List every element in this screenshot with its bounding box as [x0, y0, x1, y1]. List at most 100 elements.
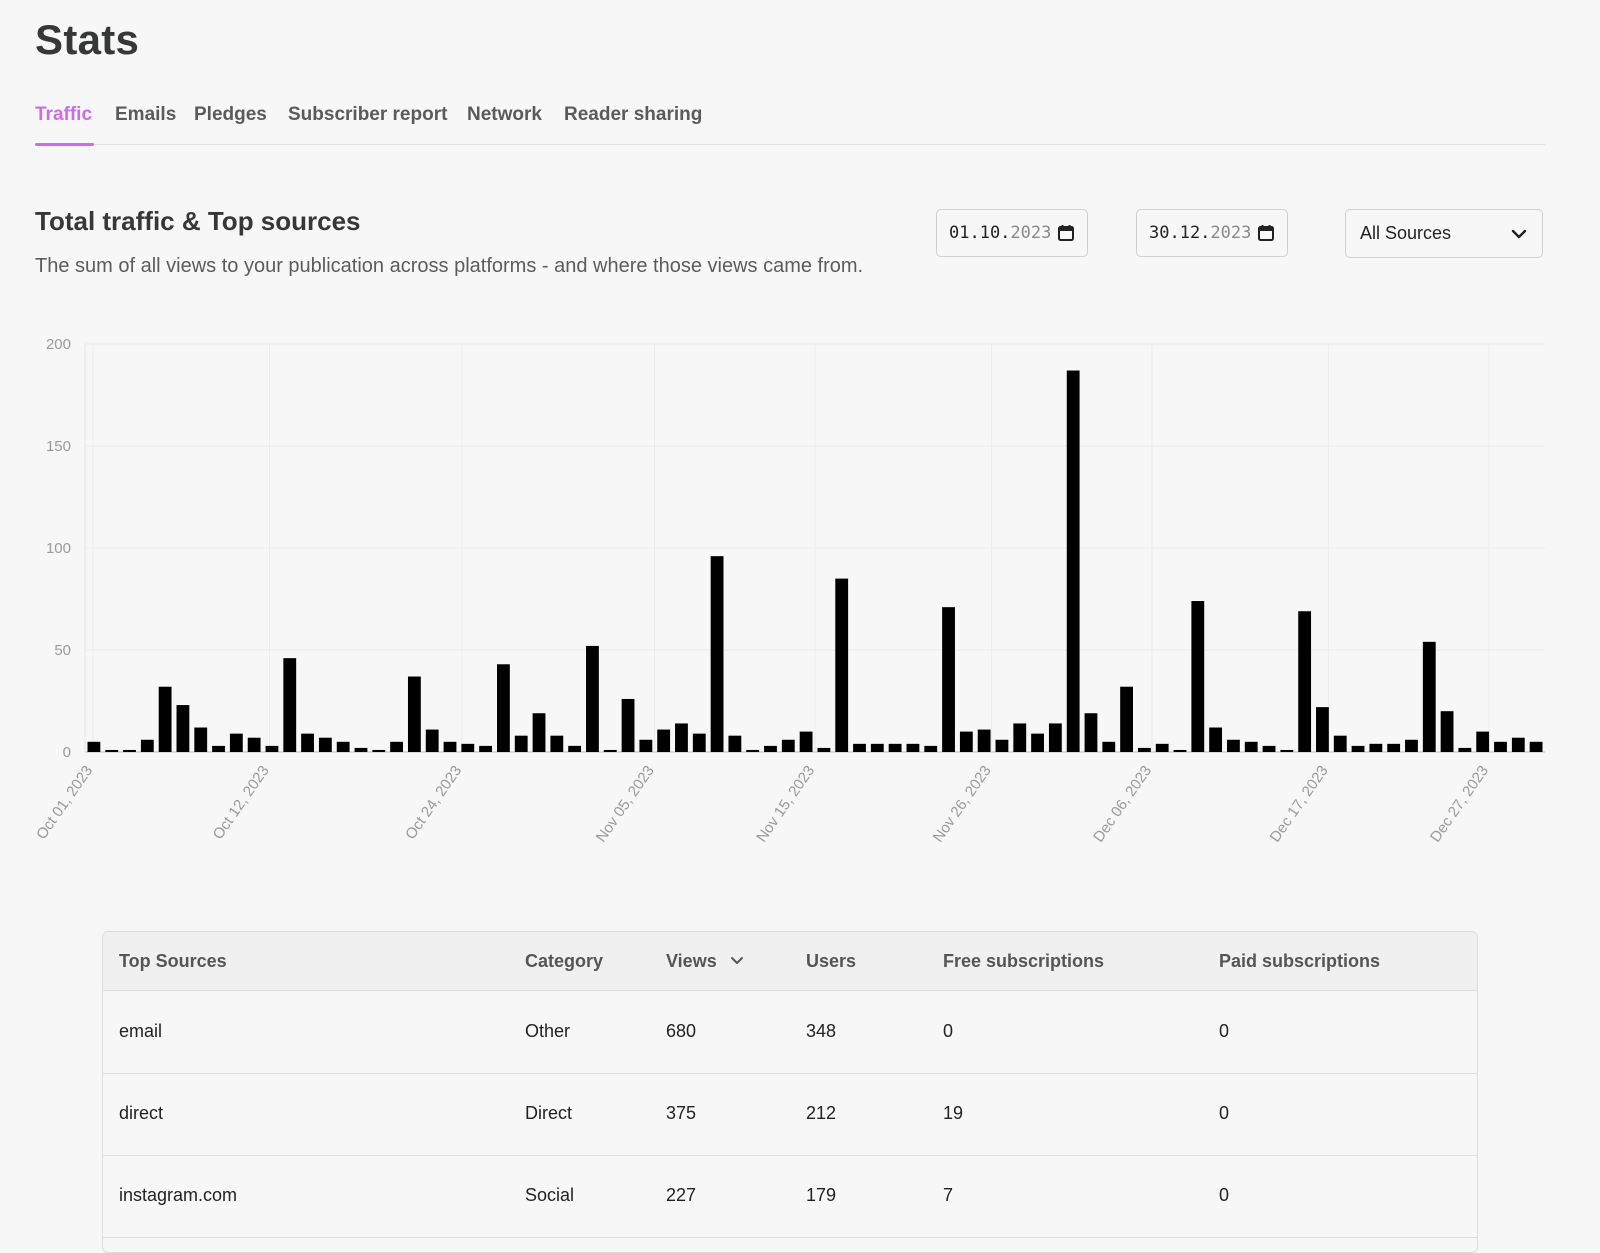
cell-users: 212	[806, 1103, 837, 1123]
cell-category: Other	[525, 1021, 571, 1041]
tab-reader-sharing[interactable]: Reader sharing	[564, 104, 703, 125]
chart-bar	[390, 741, 403, 752]
chart-bar	[906, 743, 920, 752]
source-select[interactable]: All Sources	[1345, 209, 1543, 258]
chart-bar	[621, 698, 635, 752]
cell-category: Social	[525, 1185, 575, 1205]
y-tick-label: 100	[46, 540, 71, 557]
cell-source: instagram.com	[119, 1185, 238, 1205]
chart-bar	[514, 735, 528, 752]
cell-views: 680	[666, 1021, 697, 1041]
chart-bar	[1048, 723, 1062, 752]
chart-bar	[639, 739, 653, 752]
start-date-value: 01.10.2023	[949, 223, 1052, 243]
chart-bar	[1013, 723, 1027, 752]
chart-bar	[1316, 707, 1329, 752]
page-title: Stats	[35, 16, 140, 63]
cell-free-subscriptions: 7	[943, 1185, 954, 1205]
tab-traffic[interactable]: Traffic	[35, 104, 93, 125]
chart-bar	[1280, 749, 1294, 752]
cell-free-subscriptions: 19	[943, 1103, 964, 1123]
chart-bar	[443, 741, 457, 752]
chart-bar	[995, 739, 1009, 752]
table-row[interactable]: direct Direct 375 212 19 0	[103, 1073, 1477, 1156]
header-views-sort[interactable]: Views	[666, 951, 744, 972]
chart-bar	[1227, 739, 1240, 752]
chart-bar	[550, 735, 564, 752]
x-tick-label: Oct 01, 2023	[33, 763, 96, 843]
chart-bar	[479, 745, 493, 752]
chart-bar	[1511, 737, 1525, 752]
y-tick-label: 0	[63, 744, 71, 761]
chart-bar	[781, 739, 795, 752]
source-select-value: All Sources	[1360, 223, 1452, 243]
chart-bar	[835, 578, 849, 752]
tab-pledges[interactable]: Pledges	[194, 104, 267, 125]
chart-bar	[1120, 686, 1133, 752]
chart-bar	[1102, 741, 1116, 752]
chart-bar	[158, 686, 172, 752]
chart-bar	[176, 705, 190, 752]
chart-bar	[1422, 641, 1436, 752]
cell-views: 227	[666, 1185, 697, 1205]
cell-paid-subscriptions: 0	[1219, 1185, 1230, 1205]
calendar-icon	[1058, 225, 1074, 241]
x-tick-label: Dec 17, 2023	[1267, 763, 1332, 846]
table-row[interactable]: instagram.com Social 227 179 7 0	[103, 1155, 1477, 1238]
table-header: Top Sources Category Views Users Free su…	[103, 932, 1477, 991]
x-tick-label: Oct 12, 2023	[210, 763, 273, 843]
chart-bar	[1137, 747, 1151, 752]
header-free-subscriptions: Free subscriptions	[943, 951, 1105, 971]
chart-bar	[1262, 745, 1276, 752]
chart-bar	[675, 723, 688, 752]
x-tick-label: Dec 27, 2023	[1427, 763, 1492, 846]
tab-network[interactable]: Network	[467, 104, 542, 125]
chart-bar	[425, 729, 439, 752]
chart-bar	[817, 747, 831, 752]
chart-bar	[1405, 739, 1418, 752]
table-row[interactable]: email Other 680 348 0 0	[103, 991, 1477, 1074]
chart-bar	[764, 745, 777, 752]
header-category: Category	[525, 951, 604, 971]
cell-category: Direct	[525, 1103, 573, 1123]
chart-bar	[870, 743, 884, 752]
chart-bar	[1191, 601, 1205, 752]
x-tick-label: Nov 05, 2023	[593, 763, 658, 846]
chart-bar	[853, 743, 866, 752]
top-sources-table: Top Sources Category Views Users Free su…	[102, 931, 1478, 1253]
chart-bar	[372, 749, 386, 752]
chart-bar	[1333, 735, 1347, 752]
chart-bar	[692, 733, 706, 752]
end-date-input[interactable]: 30.12.2023	[1136, 209, 1288, 257]
chart-bar	[1084, 713, 1098, 752]
chart-bar	[1298, 611, 1312, 752]
chart-bar	[1387, 743, 1401, 752]
chart-bar	[283, 658, 297, 752]
tab-subscriber-report[interactable]: Subscriber report	[288, 104, 448, 125]
y-tick-label: 150	[46, 438, 71, 455]
end-date-value: 30.12.2023	[1149, 223, 1252, 243]
start-date-input[interactable]: 01.10.2023	[936, 209, 1088, 257]
chart-bar	[123, 749, 136, 752]
chart-bar	[318, 737, 332, 752]
header-users: Users	[806, 951, 857, 971]
chart-bar	[140, 739, 154, 752]
chart-bar	[1209, 727, 1223, 752]
chart-bar	[1155, 743, 1169, 752]
cell-paid-subscriptions: 0	[1219, 1021, 1230, 1041]
chart-bar	[888, 743, 902, 752]
chart-bar	[229, 733, 243, 752]
chart-bar	[568, 745, 582, 752]
x-tick-label: Oct 24, 2023	[402, 763, 465, 843]
section-title: Total traffic & Top sources	[35, 206, 361, 236]
chart-bar	[194, 727, 208, 752]
cell-source: direct	[119, 1103, 164, 1123]
chart-bar	[105, 749, 119, 752]
chart-bar	[1369, 743, 1383, 752]
cell-source: email	[119, 1021, 163, 1041]
chart-bar	[728, 735, 742, 752]
tab-emails[interactable]: Emails	[115, 104, 177, 125]
chart-bar	[1351, 745, 1365, 752]
chart-bar	[1244, 741, 1258, 752]
chart-bar	[1529, 741, 1543, 752]
